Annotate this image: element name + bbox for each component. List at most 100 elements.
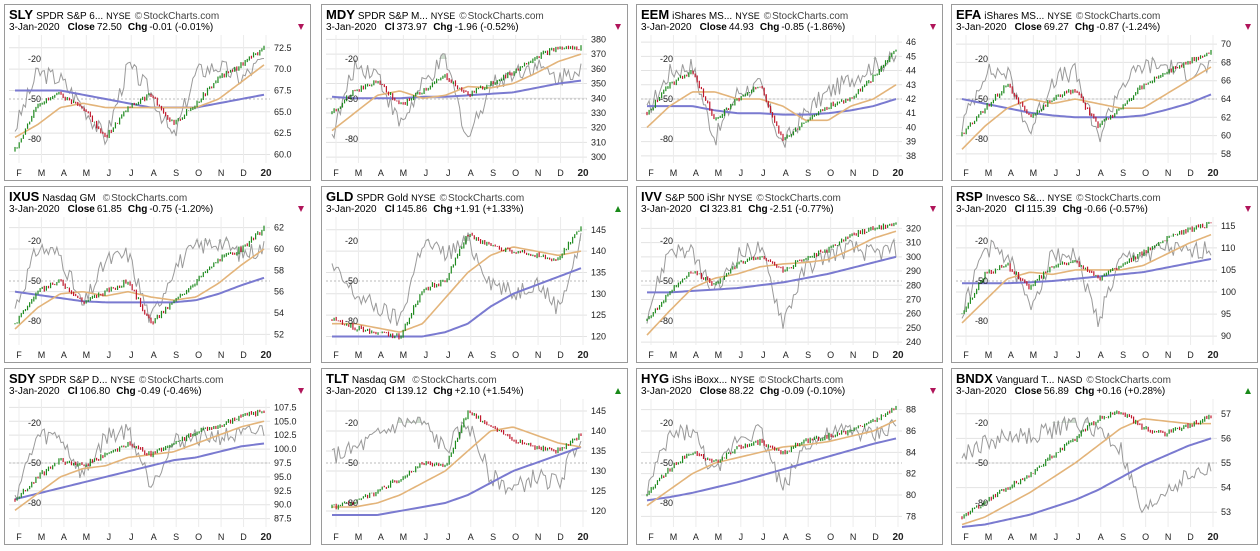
watermark: StockCharts.com bbox=[448, 193, 525, 204]
quote-date: 3-Jan-2020 bbox=[326, 386, 377, 397]
ticker-symbol[interactable]: SLY bbox=[9, 7, 34, 22]
chart-panel-tlt[interactable]: -20 -50 -80 145 140 135 130 125 120 F M A M J J A S O N D 20… bbox=[321, 368, 628, 545]
price-axis-label: 80 bbox=[906, 490, 916, 500]
direction-arrow-icon bbox=[298, 24, 304, 30]
rsi-scale-label: -20 bbox=[975, 418, 988, 428]
quote-line: 3-Jan-2020 Cl 115.39 Chg -0.66 (-0.57%) bbox=[956, 204, 1148, 215]
chart-panel-rsp[interactable]: -20 -50 -80 115 110 105 100 95 90 F M A M J J A S O N D 20 R… bbox=[951, 186, 1258, 363]
month-label: M bbox=[400, 350, 408, 360]
month-label: O bbox=[195, 168, 202, 178]
month-label: D bbox=[240, 168, 247, 178]
month-label: J bbox=[446, 350, 451, 360]
month-label: D bbox=[557, 350, 564, 360]
month-label: A bbox=[151, 532, 157, 542]
month-label: J bbox=[446, 168, 451, 178]
price-value: 69.27 bbox=[1043, 22, 1069, 33]
security-name: iShares MS... bbox=[984, 11, 1045, 22]
price-axis-label: 90 bbox=[1221, 331, 1231, 341]
security-name: SPDR S&P 6... bbox=[36, 11, 104, 22]
security-name: SPDR S&P D... bbox=[38, 375, 108, 386]
month-label: J bbox=[129, 532, 134, 542]
month-label: O bbox=[1142, 168, 1149, 178]
price-axis-label: 41 bbox=[906, 108, 916, 118]
month-label: A bbox=[151, 168, 157, 178]
chart-panel-efa[interactable]: -20 -50 -80 70 68 66 64 62 60 58 F M A M J J A S O N D 20 EFA… bbox=[951, 4, 1258, 181]
month-label: 20 bbox=[577, 168, 589, 179]
rsi-scale-label: -80 bbox=[660, 498, 673, 508]
ticker-symbol[interactable]: IXUS bbox=[9, 189, 40, 204]
month-label: N bbox=[850, 168, 857, 178]
chart-panel-eem[interactable]: -20 -50 -80 46 45 44 43 42 41 40 39 38 F M A M J J A S O N D 20… bbox=[636, 4, 943, 181]
watermark: StockCharts.com bbox=[1094, 375, 1171, 386]
panel-header: EFA iShares MS... NYSE ©StockCharts.com bbox=[956, 7, 1160, 22]
price-axis-label: 280 bbox=[906, 280, 921, 290]
price-axis-label: 135 bbox=[591, 446, 606, 456]
chart-panel-mdy[interactable]: -20 -50 -80 380 370 360 350 340 330 320 310 300 F M A M… bbox=[321, 4, 628, 181]
security-name: iShares MS... bbox=[672, 11, 733, 22]
chart-panel-sly[interactable]: -20 -50 -80 72.5 70.0 67.5 65.0 62.5 60.0 F M A M J J A… bbox=[4, 4, 311, 181]
quote-date: 3-Jan-2020 bbox=[326, 204, 377, 215]
exchange-label: NYSE bbox=[1047, 11, 1072, 21]
month-label: S bbox=[173, 350, 179, 360]
ticker-symbol[interactable]: TLT bbox=[326, 371, 349, 386]
security-name: S&P 500 iShr bbox=[664, 193, 725, 204]
month-label: A bbox=[468, 532, 474, 542]
rsi-scale-label: -50 bbox=[345, 458, 358, 468]
panel-header: SDY SPDR S&P D... NYSE ©StockCharts.com bbox=[9, 371, 224, 386]
price-axis-label: 44 bbox=[906, 66, 916, 76]
change-value: -2.51 (-0.77%) bbox=[769, 204, 834, 215]
chart-panel-ixus[interactable]: -20 -50 -80 62 60 58 56 54 52 F M A M J J A S O N D 20 IXUS N… bbox=[4, 186, 311, 363]
month-label: D bbox=[872, 168, 879, 178]
month-label: M bbox=[1030, 168, 1038, 178]
quote-line: 3-Jan-2020 Close 44.93 Chg -0.85 (-1.86%) bbox=[641, 22, 845, 33]
ticker-symbol[interactable]: IVV bbox=[641, 189, 662, 204]
month-label: 20 bbox=[892, 532, 904, 543]
month-label: F bbox=[333, 168, 339, 178]
month-label: J bbox=[1076, 532, 1081, 542]
month-label: M bbox=[670, 168, 678, 178]
month-label: F bbox=[963, 350, 969, 360]
month-label: N bbox=[1165, 168, 1172, 178]
rsi-scale-label: -50 bbox=[660, 94, 673, 104]
quote-line: 3-Jan-2020 Close 56.89 Chg +0.16 (+0.28%) bbox=[956, 386, 1165, 397]
ticker-symbol[interactable]: RSP bbox=[956, 189, 983, 204]
quote-line: 3-Jan-2020 Close 88.22 Chg -0.09 (-0.10%) bbox=[641, 386, 845, 397]
rsi-scale-label: -20 bbox=[660, 418, 673, 428]
chart-panel-sdy[interactable]: -20 -50 -80 107.5 105.0 102.5 100.0 97.5 95.0 92.… bbox=[4, 368, 311, 545]
exchange-label: NASD bbox=[1057, 375, 1083, 385]
month-label: S bbox=[173, 532, 179, 542]
chart-panel-bndx[interactable]: -20 -50 -80 57 56 55 54 53 F M A M J J A S O N D 20 BNDX Van… bbox=[951, 368, 1258, 545]
month-label: O bbox=[512, 168, 519, 178]
ticker-symbol[interactable]: SDY bbox=[9, 371, 36, 386]
price-axis-label: 102.5 bbox=[274, 430, 297, 440]
exchange-label: NYSE bbox=[106, 11, 131, 21]
price-axis-label: 46 bbox=[906, 37, 916, 47]
ma50-line bbox=[646, 84, 897, 129]
chart-panel-hyg[interactable]: -20 -50 -80 88 86 84 82 80 78 F M A M J J A S O N D 20 HYG iS… bbox=[636, 368, 943, 545]
ticker-symbol[interactable]: BNDX bbox=[956, 371, 993, 386]
price-label: Close bbox=[699, 386, 727, 397]
panel-header: SLY SPDR S&P 6... NYSE ©StockCharts.com bbox=[9, 7, 219, 22]
rsi-scale-label: -50 bbox=[28, 458, 41, 468]
ticker-symbol[interactable]: EFA bbox=[956, 7, 982, 22]
ma50-line bbox=[332, 426, 582, 508]
rsi-scale-label: -80 bbox=[975, 498, 988, 508]
price-axis-label: 120 bbox=[591, 331, 606, 341]
plot-area: -20 -50 -80 145 140 135 130 125 120 F M A M J J A S O N D 20 bbox=[326, 217, 606, 361]
ticker-symbol[interactable]: EEM bbox=[641, 7, 670, 22]
ma200-line bbox=[961, 437, 1212, 528]
rsi-scale-label: -80 bbox=[975, 316, 988, 326]
chart-panel-gld[interactable]: -20 -50 -80 145 140 135 130 125 120 F M A M J J A S O N D 20… bbox=[321, 186, 628, 363]
ticker-symbol[interactable]: GLD bbox=[326, 189, 354, 204]
month-label: M bbox=[355, 350, 363, 360]
chart-panel-ivv[interactable]: -20 -50 -80 320 310 300 290 280 270 260 250 240 F M A M… bbox=[636, 186, 943, 363]
ticker-symbol[interactable]: HYG bbox=[641, 371, 670, 386]
rsi-scale-label: -80 bbox=[660, 134, 673, 144]
month-label: J bbox=[129, 168, 134, 178]
rsi-scale-label: -20 bbox=[28, 54, 41, 64]
month-label: F bbox=[333, 532, 339, 542]
change-value: -0.66 (-0.57%) bbox=[1083, 204, 1148, 215]
price-axis-label: 43 bbox=[906, 80, 916, 90]
price-axis-label: 72.5 bbox=[274, 43, 292, 53]
ticker-symbol[interactable]: MDY bbox=[326, 7, 355, 22]
